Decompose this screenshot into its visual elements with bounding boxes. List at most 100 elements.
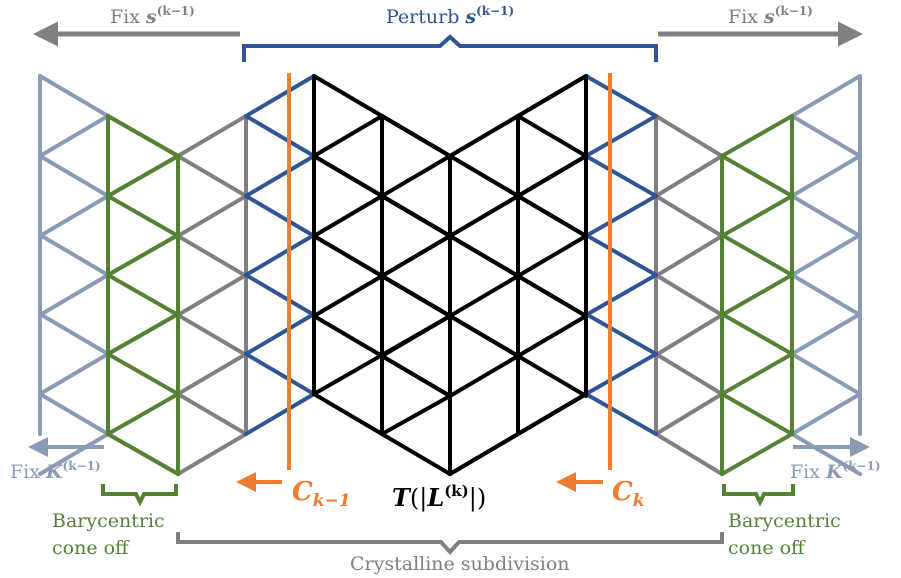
outer-edge — [790, 273, 862, 317]
blue-edge — [584, 194, 658, 238]
green-edge — [106, 273, 180, 317]
fix-k-left-label: Fix K(k−1) — [10, 459, 101, 483]
outer-edge — [790, 233, 862, 277]
blue-edge — [244, 194, 316, 238]
center-label: T(|L(k)|) — [392, 482, 486, 513]
blue-edge — [584, 273, 658, 317]
green-edge — [720, 114, 794, 158]
black-mesh-layer — [312, 74, 588, 476]
fix-k-right-label: Fix K(k−1) — [790, 459, 881, 483]
black-edge — [312, 234, 520, 358]
outer-edge — [38, 114, 110, 158]
outer-edge — [790, 154, 862, 198]
outer-edge — [38, 273, 110, 317]
green-edge — [720, 352, 794, 396]
blue-edge — [244, 114, 316, 158]
green-mesh-layer — [106, 114, 794, 476]
gray-edge — [654, 234, 724, 278]
outer-edge — [790, 392, 862, 436]
green-edge — [106, 392, 180, 436]
gray-edge — [654, 313, 724, 357]
black-edge — [312, 114, 384, 158]
green-edge — [720, 233, 794, 277]
blue-edge — [584, 74, 658, 118]
outer-mesh-layer — [38, 74, 862, 476]
black-edge — [380, 354, 452, 398]
c-k-minus-1-label: Ck−1 — [292, 477, 351, 511]
gray-edge — [176, 194, 248, 238]
green-edge — [720, 194, 794, 238]
outer-edge — [38, 352, 110, 396]
outer-edge — [790, 312, 862, 356]
bary-left-bracket — [101, 484, 178, 507]
fix-s-left-label: Fix s(k−1) — [110, 4, 195, 28]
blue-edge — [244, 154, 316, 198]
black-edge — [516, 114, 588, 158]
blue-edge — [244, 352, 316, 396]
outer-edge — [38, 154, 110, 198]
black-edge — [312, 154, 520, 278]
blue-edge — [584, 233, 658, 277]
black-edge — [380, 114, 588, 238]
bary-right-label-line1: Barycentric — [728, 510, 841, 532]
black-edge — [516, 392, 588, 436]
outer-edge — [790, 194, 862, 238]
bary-right-label-line2: cone off — [728, 537, 806, 559]
gray-edge — [176, 273, 248, 317]
blue-edge — [584, 154, 658, 198]
gray-edge — [176, 114, 248, 158]
outer-edge — [38, 233, 110, 277]
gray-edge — [654, 273, 724, 317]
outer-edge — [38, 392, 110, 436]
green-edge — [720, 312, 794, 356]
triangle-mesh — [38, 74, 862, 476]
crystalline-bracket — [176, 532, 724, 555]
blue-edge — [244, 312, 316, 356]
bary-left-label-line2: cone off — [52, 537, 130, 559]
gray-edge — [654, 352, 724, 396]
green-edge — [106, 194, 180, 238]
outer-edge — [790, 74, 862, 118]
green-edge — [720, 273, 794, 317]
gray-edge — [654, 114, 724, 158]
green-edge — [106, 312, 180, 356]
c-k-label: Ck — [612, 477, 644, 511]
black-edge — [380, 154, 588, 278]
green-edge — [106, 233, 180, 277]
outer-edge — [38, 312, 110, 356]
fix-s-right-label: Fix s(k−1) — [728, 4, 813, 28]
outer-edge — [790, 432, 862, 476]
blue-edge — [584, 312, 658, 356]
blue-edge — [584, 392, 658, 436]
blue-edge — [584, 352, 658, 396]
blue-edge — [244, 392, 316, 436]
blue-edge — [584, 114, 658, 158]
blue-edge — [244, 233, 316, 277]
green-edge — [720, 392, 794, 436]
black-edge — [448, 74, 588, 158]
gray-edge — [176, 352, 248, 396]
green-edge — [106, 114, 180, 158]
green-edge — [720, 432, 794, 476]
perturb-label: Perturb s(k−1) — [386, 4, 514, 28]
crystalline-label: Crystalline subdivision — [350, 553, 570, 575]
blue-edge — [244, 74, 316, 118]
blue-mesh-layer — [244, 74, 658, 436]
outer-edge — [790, 114, 862, 158]
outer-edge — [38, 432, 110, 476]
outer-edge — [38, 194, 110, 238]
gray-edge — [176, 154, 248, 198]
bary-left-label-line1: Barycentric — [52, 510, 165, 532]
outer-edge — [38, 74, 110, 118]
bary-right-bracket — [722, 484, 795, 507]
gray-edge — [654, 392, 724, 436]
gray-edge — [654, 432, 724, 476]
green-edge — [106, 154, 180, 198]
perturb-bracket — [242, 34, 658, 62]
blue-edge — [244, 273, 316, 317]
gray-edge — [176, 392, 248, 436]
green-edge — [720, 154, 794, 198]
green-edge — [106, 432, 180, 476]
